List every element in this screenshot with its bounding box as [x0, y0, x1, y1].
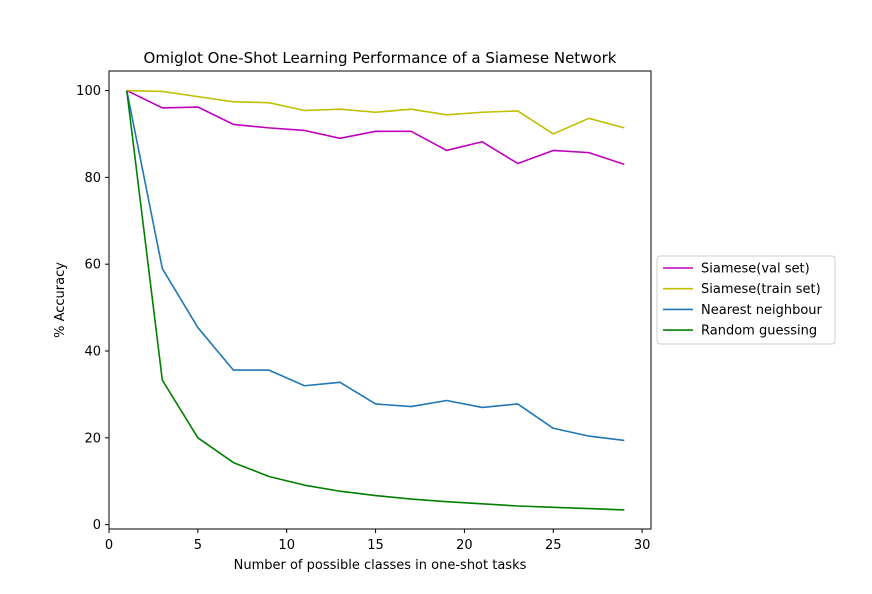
chart-title: Omiglot One-Shot Learning Performance of… [144, 49, 617, 67]
legend-label-3: Nearest neighbour [701, 303, 823, 318]
x-tick-label: 30 [634, 538, 651, 553]
y-axis-label: % Accuracy [53, 262, 68, 338]
x-axis: 0 5 10 15 20 25 30 [105, 529, 651, 553]
x-tick-label: 15 [367, 538, 384, 553]
plot-frame [108, 70, 652, 530]
y-tick-label: 20 [84, 431, 101, 446]
x-tick-label: 20 [456, 538, 473, 553]
series-layer [125, 89, 625, 511]
x-tick-label: 0 [105, 538, 113, 553]
y-tick-label: 0 [93, 518, 101, 533]
series-line-4 [125, 90, 625, 511]
legend-box [656, 255, 836, 345]
x-tick-label: 25 [545, 538, 562, 553]
legend: Siamese(val set) Siamese(train set) Neares… [656, 255, 836, 345]
legend-label-4: Random guessing [701, 324, 817, 339]
series-line-2 [126, 89, 625, 135]
legend-label-1: Siamese(val set) [701, 262, 810, 277]
legend-label-2: Siamese(train set) [701, 282, 821, 297]
x-tick-label: 5 [194, 538, 202, 553]
y-axis: 0 20 40 60 80 100 [76, 84, 109, 533]
y-tick-label: 60 [84, 258, 101, 273]
y-tick-label: 40 [84, 345, 101, 360]
series-line-1 [126, 89, 625, 166]
x-axis-label: Number of possible classes in one-shot t… [234, 558, 527, 573]
y-tick-label: 80 [84, 171, 101, 186]
x-tick-label: 10 [278, 538, 295, 553]
series-line-3 [125, 90, 625, 442]
y-tick-label: 100 [76, 84, 101, 99]
